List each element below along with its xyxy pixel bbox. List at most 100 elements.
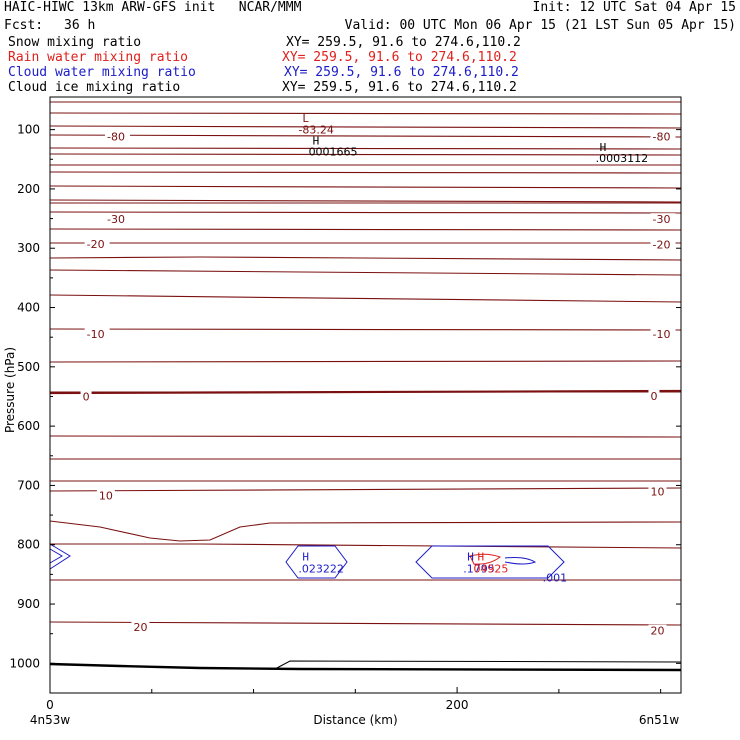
- y-tick-label: 600: [17, 419, 40, 433]
- terrain-contour-line: [274, 660, 682, 670]
- temp-contour-label: 0: [650, 390, 657, 403]
- temp-label-bg: [648, 624, 667, 637]
- isotherm-line: [50, 543, 682, 549]
- temp-label-bg: [80, 390, 92, 403]
- x-tick-label: 0: [46, 698, 54, 712]
- cloud-water-contour: [415, 545, 565, 579]
- extremum-value: .0003112: [596, 152, 649, 165]
- isotherm-line: [49, 360, 682, 363]
- header-init: Init: 12 UTC Sat 04 Apr 15: [532, 0, 737, 15]
- temp-contour-label: -10: [87, 328, 105, 341]
- temp-label-bg: [104, 213, 130, 226]
- temp-label-bg: [84, 238, 110, 251]
- isotherm-line: [49, 199, 682, 203]
- extremum-marker: H: [467, 551, 474, 564]
- isotherm-line: [49, 520, 682, 542]
- isotherm-line: [49, 134, 682, 138]
- isotherm-line: [49, 125, 682, 129]
- isotherm-zero-line: [49, 389, 682, 395]
- y-tick-label: 800: [17, 538, 40, 552]
- isotherm-line: [49, 112, 682, 115]
- extremum-value: .023222: [298, 562, 344, 575]
- isotherm-line: [49, 171, 682, 174]
- x-endpoint-left: 4n53w: [30, 713, 71, 727]
- isotherm-lines: [49, 101, 682, 626]
- isotherm-line: [49, 228, 682, 231]
- field-xy-snow: XY= 259.5, 91.6 to 274.6,110.2: [286, 35, 521, 50]
- temp-label-bg: [650, 130, 676, 143]
- moisture-contours: [49, 543, 565, 579]
- temp-contour-label: -30: [653, 213, 671, 226]
- plot-frame: [49, 96, 682, 694]
- header-valid: Valid: 00 UTC Mon 06 Apr 15 (21 LST Sun …: [344, 18, 736, 33]
- isotherm-line: [49, 211, 682, 214]
- extremum-marker: H: [313, 134, 320, 147]
- extremum-marker: L: [302, 112, 309, 125]
- field-xy-cloud-water: XY= 259.5, 91.6 to 274.6,110.2: [284, 65, 519, 80]
- x-axis-label: Distance (km): [313, 713, 397, 727]
- isotherm-line: [49, 185, 682, 189]
- extremum-marker: H: [600, 141, 607, 154]
- extremum-value: .001: [543, 571, 568, 584]
- x-endpoint-right: 6n51w: [639, 713, 680, 727]
- temp-label-bg: [650, 213, 676, 226]
- y-tick-label: 200: [17, 182, 40, 196]
- temp-contour-label: -10: [653, 328, 671, 341]
- cloud-water-contour: [504, 557, 537, 565]
- temp-label-bg: [650, 328, 676, 341]
- extremum-value: 0001665: [309, 146, 358, 159]
- isotherm-line: [49, 328, 682, 331]
- extremum-value: .1795: [463, 562, 495, 575]
- y-tick-label: 300: [17, 241, 40, 255]
- isotherm-line: [49, 487, 682, 492]
- header-fcst-value: 36 h: [64, 18, 96, 33]
- cloud-water-contour: [49, 548, 63, 564]
- cloud-water-contour: [49, 543, 71, 570]
- y-tick-label: 500: [17, 360, 40, 374]
- y-tick-label: 700: [17, 478, 40, 492]
- y-tick-label: 100: [17, 123, 40, 137]
- isotherm-line: [49, 294, 682, 303]
- extremum-marker: H: [477, 551, 484, 564]
- isotherm-line: [49, 147, 682, 150]
- temp-contour-label: -20: [653, 239, 671, 252]
- field-xy-cloud-ice: XY= 259.5, 91.6 to 274.6,110.2: [282, 80, 517, 95]
- isotherm-line: [49, 269, 682, 276]
- field-xy-rain: XY= 259.5, 91.6 to 274.6,110.2: [282, 50, 517, 65]
- temp-contour-label: -30: [107, 213, 125, 226]
- temp-label-bg: [96, 489, 115, 502]
- terrain-surface-line: [49, 662, 682, 672]
- extremum-value: 04925: [473, 562, 508, 575]
- temp-contour-label: -80: [107, 131, 125, 144]
- terrain-line: [49, 660, 682, 672]
- temp-contour-label: -20: [87, 238, 105, 251]
- isotherm-line: [49, 256, 682, 261]
- temp-label-bg: [84, 328, 110, 341]
- temp-contour-label: 20: [133, 621, 147, 634]
- field-name-rain: Rain water mixing ratio: [8, 50, 189, 65]
- temp-contour-label: -80: [653, 131, 671, 144]
- y-tick-label: 400: [17, 301, 40, 315]
- field-name-cloud-water: Cloud water mixing ratio: [8, 65, 196, 80]
- field-name-snow: Snow mixing ratio: [8, 35, 142, 50]
- isotherm-line: [49, 153, 682, 156]
- extremum-marker: H: [302, 551, 309, 564]
- y-tick-label: 1000: [9, 656, 40, 670]
- temp-label-bg: [648, 389, 660, 402]
- cloud-water-contour: [285, 545, 348, 579]
- temp-label-bg: [104, 130, 130, 143]
- rain-water-contour: [469, 553, 502, 565]
- temp-label-bg: [648, 485, 667, 498]
- extremum-value: -83.24: [298, 124, 333, 137]
- header-fcst-label: Fcst:: [4, 18, 44, 33]
- y-axis-label: Pressure (hPa): [3, 347, 17, 433]
- temp-contour-label: 10: [650, 485, 664, 498]
- y-tick-label: 900: [17, 597, 40, 611]
- x-tick-label: 200: [446, 698, 469, 712]
- temp-contour-label: 10: [99, 490, 113, 503]
- header-title: HAIC-HIWC 13km ARW-GFS init NCAR/MMM: [4, 0, 302, 15]
- temp-label-bg: [650, 238, 676, 251]
